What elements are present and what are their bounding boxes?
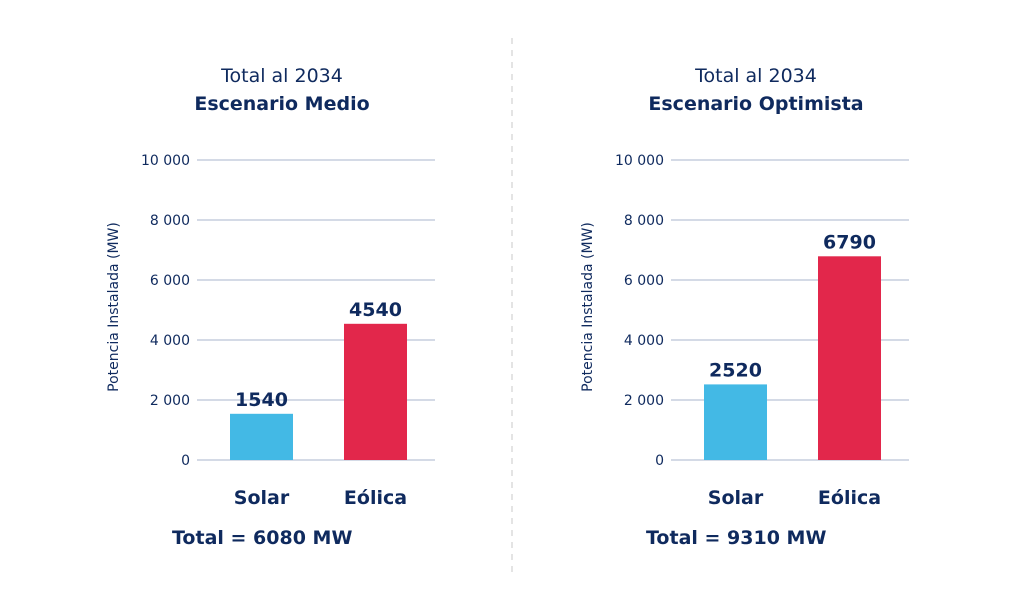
category-label: Solar xyxy=(708,487,764,509)
y-axis-label: Potencia Instalada (MW) xyxy=(580,222,596,392)
category-label: Eólica xyxy=(818,487,881,509)
data-label: 1540 xyxy=(235,389,288,411)
y-tick-label: 0 xyxy=(181,453,190,469)
y-tick-label: 6 000 xyxy=(150,273,190,289)
chart-title: Total al 2034 xyxy=(694,65,817,87)
bar-eolica xyxy=(344,323,407,460)
bar-solar xyxy=(230,413,293,460)
chart-subtitle: Escenario Optimista xyxy=(648,93,863,115)
y-tick-label: 2 000 xyxy=(624,393,664,409)
total-label: Total = 9310 MW xyxy=(646,527,826,549)
total-label: Total = 6080 MW xyxy=(172,527,352,549)
category-label: Solar xyxy=(234,487,290,509)
bar-solar xyxy=(704,384,767,460)
chart-subtitle: Escenario Medio xyxy=(194,93,369,115)
y-tick-label: 6 000 xyxy=(624,273,664,289)
data-label: 2520 xyxy=(709,359,762,381)
y-tick-label: 10 000 xyxy=(141,153,190,169)
data-label: 4540 xyxy=(349,299,402,321)
category-label: Eólica xyxy=(344,487,407,509)
data-label: 6790 xyxy=(823,231,876,253)
y-tick-label: 2 000 xyxy=(150,393,190,409)
y-tick-label: 4 000 xyxy=(150,333,190,349)
chart-title: Total al 2034 xyxy=(220,65,343,87)
bar-eolica xyxy=(818,256,881,460)
y-tick-label: 10 000 xyxy=(615,153,664,169)
y-tick-label: 4 000 xyxy=(624,333,664,349)
y-tick-label: 0 xyxy=(655,453,664,469)
y-axis-label: Potencia Instalada (MW) xyxy=(106,222,122,392)
y-tick-label: 8 000 xyxy=(150,213,190,229)
y-tick-label: 8 000 xyxy=(624,213,664,229)
